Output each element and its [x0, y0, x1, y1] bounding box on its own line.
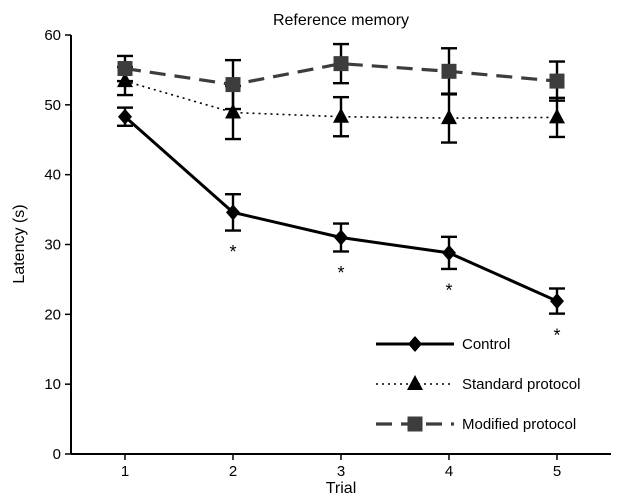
legend-marker-diamond [408, 336, 422, 352]
legend-marker-triangle [407, 375, 423, 390]
x-tick-label: 5 [553, 463, 561, 480]
annotation-layer: * * * * [229, 242, 560, 346]
x-axis-title: Trial [326, 480, 357, 497]
y-tick-label: 20 [44, 306, 61, 323]
y-axis-title: Latency (s) [11, 204, 28, 283]
x-tick-label: 4 [445, 463, 453, 480]
series-square [117, 42, 565, 111]
legend-item-square: Modified protocol [376, 416, 576, 433]
y-tick-label: 60 [44, 27, 61, 44]
axes: 0 10 20 30 40 50 60 1 2 3 4 5 [44, 27, 611, 480]
data-point-diamond [550, 293, 564, 310]
legend: Control Standard protocol Modified protoco… [376, 336, 580, 433]
legend-item-triangle: Standard protocol [376, 375, 580, 393]
significance-star: * [445, 280, 452, 300]
legend-marker-square [407, 416, 423, 432]
chart-title: Reference memory [273, 12, 409, 29]
significance-star: * [229, 242, 236, 262]
data-point-triangle [225, 103, 241, 119]
series-line [124, 62, 558, 87]
legend-item-diamond: Control [376, 336, 510, 353]
data-point-square [333, 56, 349, 72]
data-point-triangle [441, 109, 457, 125]
legend-label: Modified protocol [462, 416, 576, 433]
significance-star: * [553, 326, 560, 346]
x-tick-label: 3 [337, 463, 345, 480]
data-point-square [225, 77, 241, 93]
x-tick-label: 2 [229, 463, 237, 480]
legend-label: Standard protocol [462, 376, 580, 393]
series-layer [117, 42, 565, 315]
y-tick-label: 50 [44, 97, 61, 114]
data-point-diamond [442, 244, 456, 261]
y-tick-label: 30 [44, 237, 61, 254]
data-point-square [117, 61, 133, 77]
data-point-diamond [226, 204, 240, 221]
legend-label: Control [462, 336, 510, 353]
data-point-triangle [333, 107, 349, 123]
y-tick-label: 10 [44, 376, 61, 393]
data-point-diamond [334, 229, 348, 246]
y-tick-label: 0 [53, 446, 61, 463]
data-point-square [441, 63, 457, 79]
x-tick-label: 1 [121, 463, 129, 480]
y-tick-label: 40 [44, 167, 61, 184]
data-point-diamond [118, 108, 132, 125]
series-diamond [117, 106, 565, 315]
significance-star: * [337, 263, 344, 283]
data-point-square [549, 73, 565, 89]
data-point-triangle [549, 108, 565, 124]
